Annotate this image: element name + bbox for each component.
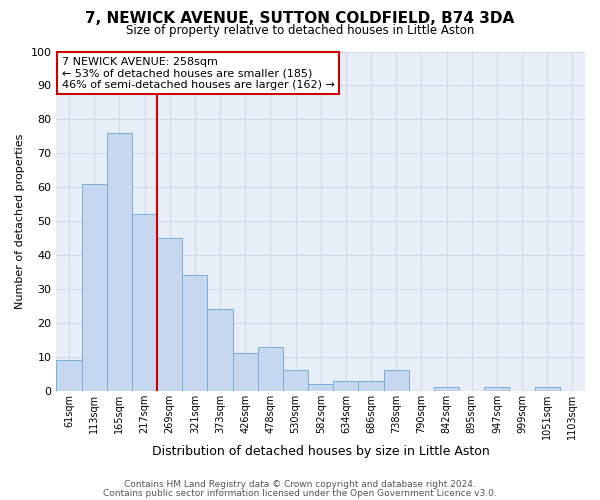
Bar — [535, 388, 560, 391]
Text: 7, NEWICK AVENUE, SUTTON COLDFIELD, B74 3DA: 7, NEWICK AVENUE, SUTTON COLDFIELD, B74 … — [85, 11, 515, 26]
Text: Size of property relative to detached houses in Little Aston: Size of property relative to detached ho… — [126, 24, 474, 37]
Text: Contains public sector information licensed under the Open Government Licence v3: Contains public sector information licen… — [103, 488, 497, 498]
Bar — [56, 360, 82, 391]
Bar — [283, 370, 308, 391]
Bar — [484, 388, 509, 391]
Bar — [182, 276, 208, 391]
Bar — [107, 133, 132, 391]
Bar — [132, 214, 157, 391]
Bar — [434, 388, 459, 391]
Bar — [82, 184, 107, 391]
Bar — [308, 384, 333, 391]
X-axis label: Distribution of detached houses by size in Little Aston: Distribution of detached houses by size … — [152, 444, 490, 458]
Bar — [383, 370, 409, 391]
Y-axis label: Number of detached properties: Number of detached properties — [15, 134, 25, 309]
Bar — [208, 310, 233, 391]
Text: Contains HM Land Registry data © Crown copyright and database right 2024.: Contains HM Land Registry data © Crown c… — [124, 480, 476, 489]
Bar — [233, 354, 258, 391]
Bar — [157, 238, 182, 391]
Bar — [333, 380, 358, 391]
Bar — [258, 346, 283, 391]
Text: 7 NEWICK AVENUE: 258sqm
← 53% of detached houses are smaller (185)
46% of semi-d: 7 NEWICK AVENUE: 258sqm ← 53% of detache… — [62, 56, 335, 90]
Bar — [358, 380, 383, 391]
